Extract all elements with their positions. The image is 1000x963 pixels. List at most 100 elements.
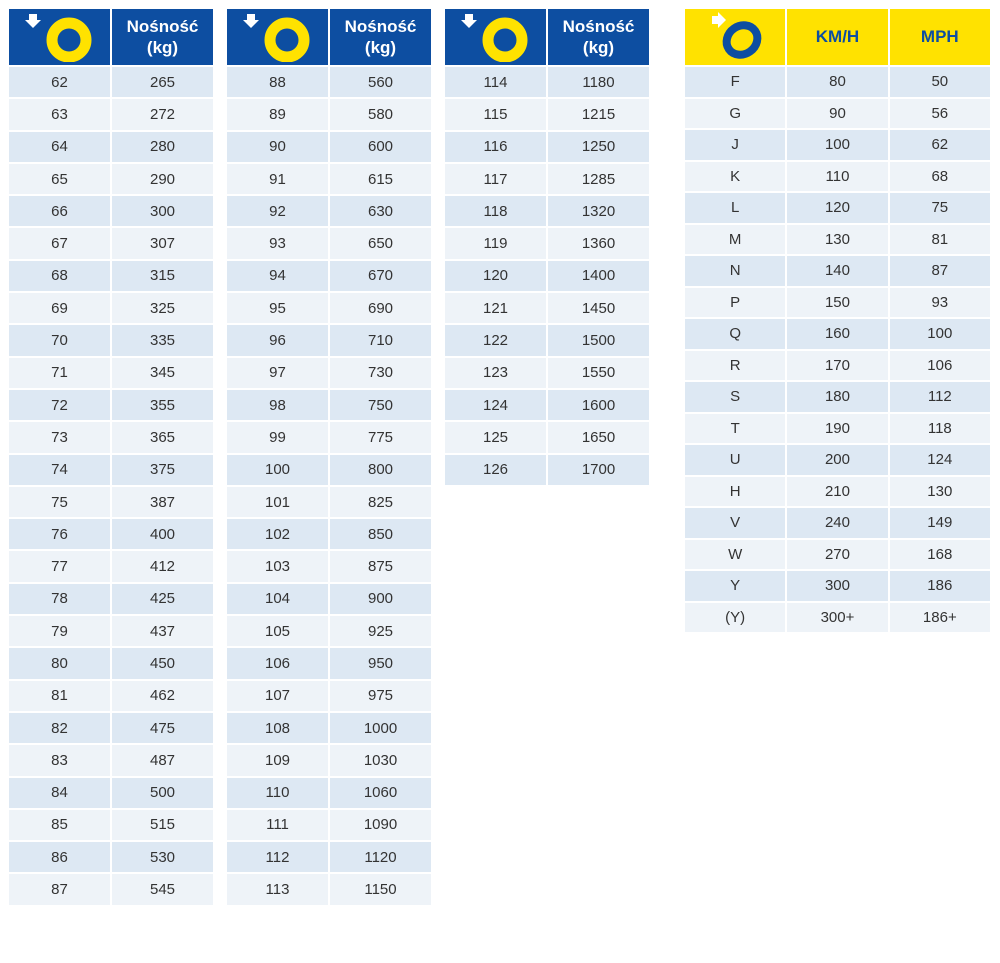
load-index-cell: 87 — [51, 881, 68, 899]
table-row: 111 1090 — [227, 807, 431, 841]
load-index-cell: 93 — [269, 235, 286, 253]
kmh-cell: 170 — [785, 350, 887, 380]
speed-symbol-cell: T — [730, 419, 740, 437]
table-header: Nośność (kg) — [227, 9, 431, 65]
capacity-cell: 600 — [328, 131, 431, 162]
load-index-cell: 117 — [483, 170, 508, 188]
capacity-cell: 650 — [328, 228, 431, 259]
mph-cell: 149 — [887, 508, 990, 538]
kmh-label: KM/H — [815, 27, 860, 46]
load-index-cell: 66 — [51, 202, 68, 220]
capacity-cell: 1650 — [546, 422, 649, 453]
table-row: N 140 87 — [685, 254, 990, 286]
load-index-cell: 120 — [482, 267, 509, 285]
load-index-cell: 78 — [51, 590, 68, 608]
table-row: 125 1650 — [445, 420, 649, 453]
capacity-cell: 315 — [110, 260, 213, 292]
table-row: 95 690 — [227, 291, 431, 324]
load-index-cell: 125 — [482, 428, 509, 446]
load-index-cell: 71 — [51, 364, 68, 382]
load-index-cell: 75 — [51, 493, 68, 511]
table-row: W 270 168 — [685, 537, 990, 569]
kmh-cell: 180 — [785, 382, 887, 412]
table-body: 114 1180 115 1215 116 1250 117 1285 118 1320 119 13… — [445, 65, 649, 485]
capacity-cell: 272 — [110, 99, 213, 130]
table-row: 81 462 — [9, 678, 213, 711]
mph-cell: 81 — [887, 224, 990, 254]
table-body: 88 560 89 580 90 600 91 615 92 630 93 650 94 670 95 690… — [227, 65, 431, 905]
speed-symbol-cell: U — [729, 451, 741, 469]
table-row: 123 1550 — [445, 355, 649, 388]
load-index-cell: 118 — [483, 202, 508, 220]
table-row: 121 1450 — [445, 291, 649, 324]
speed-symbol-cell: (Y) — [725, 608, 746, 626]
load-index-cell: 124 — [482, 396, 509, 414]
kmh-cell: 270 — [785, 539, 887, 569]
kmh-cell: 300+ — [785, 602, 887, 632]
mph-cell: 124 — [887, 445, 990, 475]
speed-index-table: KM/H MPH F 80 50 G 90 56 J 100 62 K 110 68 L 120 75 M 13… — [685, 9, 990, 632]
table-row: 93 650 — [227, 226, 431, 259]
speed-symbol-cell: L — [730, 199, 740, 217]
load-index-tyre-icon — [24, 12, 95, 63]
load-index-cell: 67 — [51, 235, 68, 253]
table-row: 98 750 — [227, 387, 431, 421]
table-row: 105 925 — [227, 614, 431, 647]
capacity-cell: 290 — [110, 163, 213, 195]
load-index-cell: 121 — [482, 299, 509, 317]
load-index-cell: 65 — [51, 170, 68, 188]
capacity-label: Nośność — [344, 17, 417, 36]
mph-cell: 118 — [887, 413, 990, 443]
mph-cell: 106 — [887, 350, 990, 380]
table-row: 64 280 — [9, 129, 213, 162]
speed-symbol-cell: J — [731, 136, 739, 154]
table-row: 120 1400 — [445, 258, 649, 292]
capacity-cell: 300 — [110, 196, 213, 227]
load-index-cell: 99 — [269, 428, 286, 446]
load-index-cell: 72 — [51, 396, 68, 414]
capacity-cell: 1030 — [328, 745, 431, 776]
table-body: F 80 50 G 90 56 J 100 62 K 110 68 L 120 75 M 130 81 N 140 87… — [685, 65, 990, 632]
capacity-cell: 750 — [328, 389, 431, 421]
capacity-cell: 1360 — [546, 228, 649, 259]
table-row: M 130 81 — [685, 222, 990, 254]
load-index-cell: 112 — [265, 848, 290, 866]
capacity-cell: 365 — [110, 422, 213, 453]
table-row: 90 600 — [227, 129, 431, 162]
speed-symbol-cell: Q — [729, 325, 741, 343]
table-header: Nośność (kg) — [445, 9, 649, 65]
load-index-table-2: Nośność (kg) 88 560 89 580 90 600 91 615 92 630 93 6… — [227, 9, 431, 905]
mph-cell: 130 — [887, 476, 990, 506]
capacity-column-header: Nośność (kg) — [328, 9, 431, 65]
table-row: 67 307 — [9, 226, 213, 259]
mph-cell: 186 — [887, 571, 990, 601]
speed-symbol-cell: G — [729, 104, 741, 122]
table-row: 74 375 — [9, 452, 213, 485]
table-row: K 110 68 — [685, 159, 990, 191]
kmh-cell: 130 — [785, 224, 887, 254]
speed-symbol-cell: F — [730, 73, 740, 91]
mph-column-header: MPH — [887, 9, 990, 65]
table-row: 104 900 — [227, 581, 431, 615]
load-index-column-header — [445, 9, 546, 65]
table-row: F 80 50 — [685, 65, 990, 97]
table-row: 108 1000 — [227, 710, 431, 744]
table-row: 116 1250 — [445, 129, 649, 162]
capacity-cell: 307 — [110, 228, 213, 259]
table-row: 89 580 — [227, 97, 431, 130]
table-row: 106 950 — [227, 646, 431, 679]
capacity-cell: 345 — [110, 357, 213, 388]
capacity-column-header: Nośność (kg) — [110, 9, 213, 65]
load-index-cell: 83 — [51, 751, 68, 769]
load-index-cell: 101 — [264, 493, 291, 511]
table-row: (Y) 300+ 186+ — [685, 600, 990, 632]
table-row: 79 437 — [9, 614, 213, 647]
capacity-cell: 462 — [110, 680, 213, 711]
speed-symbol-cell: R — [729, 356, 741, 374]
capacity-cell: 1450 — [546, 293, 649, 324]
capacity-cell: 710 — [328, 325, 431, 356]
capacity-cell: 530 — [110, 842, 213, 873]
mph-cell: 100 — [887, 319, 990, 349]
table-row: 102 850 — [227, 517, 431, 550]
capacity-label: Nośność — [126, 17, 199, 36]
